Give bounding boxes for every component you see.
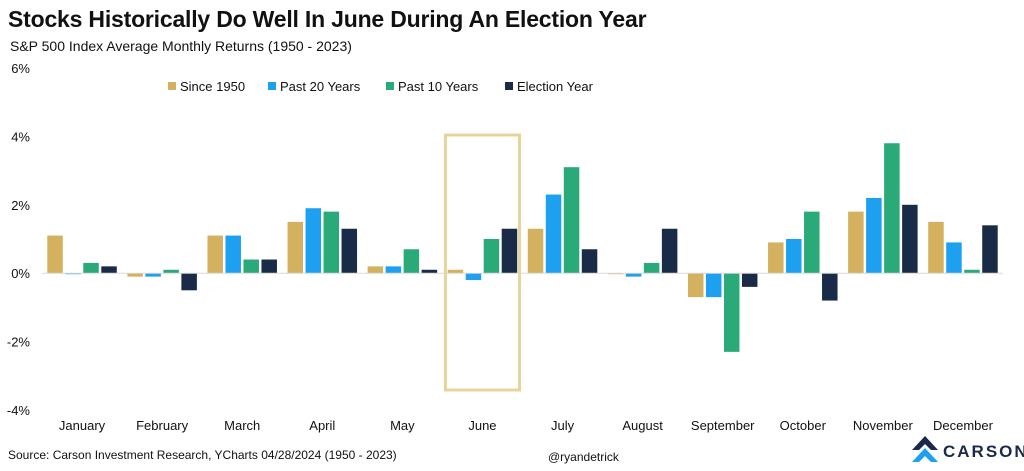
bar-april-election-year (341, 228, 358, 274)
june-highlight-box (443, 133, 521, 392)
bar-august-election-year (661, 228, 678, 274)
bar-february-election-year (181, 273, 197, 291)
bar-november-past-20-years (866, 197, 882, 274)
x-tick-label: April (309, 418, 335, 433)
bar-august-past-20-years (625, 273, 642, 277)
x-tick-label: August (622, 418, 663, 433)
legend-swatch (505, 82, 513, 90)
legend-label: Past 10 Years (398, 79, 479, 94)
logo-wordmark: CARSON (943, 442, 1024, 461)
bar-july-past-20-years (545, 194, 562, 274)
x-tick-label: December (933, 418, 994, 433)
bar-may-election-year (421, 269, 438, 274)
legend-label: Past 20 Years (280, 79, 361, 94)
bar-december-since-1950 (928, 221, 944, 274)
carson-logo: CARSON (912, 435, 1024, 467)
bar-july-since-1950 (527, 228, 544, 274)
bar-july-election-year (581, 249, 598, 274)
bar-january-past-10-years (83, 262, 99, 274)
y-tick-label: 4% (11, 129, 30, 144)
bar-april-past-10-years (323, 211, 340, 274)
bar-september-past-20-years (705, 273, 722, 298)
legend: Since 1950 Past 20 Years Past 10 Years Elec… (168, 79, 594, 94)
bar-october-election-year (822, 273, 838, 301)
x-tick-label: March (224, 418, 260, 433)
x-tick-label: October (780, 418, 827, 433)
bar-february-since-1950 (127, 273, 143, 277)
x-tick-label: June (468, 418, 496, 433)
carson-arrow-logo-icon (912, 436, 938, 462)
bar-january-since-1950 (47, 235, 63, 274)
bar-june-election-year (501, 228, 518, 274)
x-tick-label: May (390, 418, 415, 433)
bar-december-past-10-years (964, 269, 980, 274)
x-tick-label: September (691, 418, 755, 433)
legend-label: Since 1950 (180, 79, 245, 94)
x-tick-label: January (59, 418, 106, 433)
bar-may-past-20-years (385, 266, 402, 274)
bar-march-past-10-years (243, 259, 259, 274)
x-tick-label: July (551, 418, 575, 433)
bar-october-since-1950 (768, 242, 784, 274)
source-note: Source: Carson Investment Research, YCha… (8, 448, 397, 462)
bar-august-past-10-years (643, 262, 660, 274)
bar-november-election-year (902, 204, 918, 274)
bar-march-since-1950 (207, 235, 223, 274)
bar-october-past-20-years (786, 239, 802, 274)
y-tick-label: 2% (11, 198, 30, 213)
bar-september-since-1950 (687, 273, 704, 298)
x-tick-label: February (136, 418, 189, 433)
bar-april-past-20-years (305, 208, 322, 274)
y-tick-label: 0% (11, 266, 30, 281)
bar-june-past-10-years (483, 239, 500, 274)
bar-february-past-20-years (145, 273, 161, 277)
bar-december-election-year (982, 225, 998, 274)
legend-swatch (386, 82, 394, 90)
bar-may-since-1950 (367, 266, 384, 274)
legend-label: Election Year (517, 79, 594, 94)
legend-swatch (268, 82, 276, 90)
bar-march-election-year (261, 259, 277, 274)
bar-may-past-10-years (403, 249, 420, 274)
legend-swatch (168, 82, 176, 90)
bar-october-past-10-years (804, 211, 820, 274)
y-tick-label: -4% (7, 403, 31, 418)
bar-june-past-20-years (465, 273, 482, 281)
x-tick-label: November (853, 418, 914, 433)
x-axis: January February March April May June July Augu… (59, 418, 994, 433)
bar-june-since-1950 (447, 269, 464, 274)
author-handle: @ryandetrick (548, 450, 619, 464)
y-tick-label: 6% (11, 61, 30, 76)
chart-subtitle: S&P 500 Index Average Monthly Returns (1… (10, 38, 352, 54)
bar-january-election-year (101, 266, 117, 274)
bar-april-since-1950 (287, 221, 304, 274)
chart-title: Stocks Historically Do Well In June Duri… (8, 6, 647, 32)
bar-september-past-10-years (723, 273, 740, 352)
bar-september-election-year (741, 273, 758, 287)
bar-february-past-10-years (163, 269, 179, 274)
bar-december-past-20-years (946, 242, 962, 274)
bar-november-since-1950 (848, 211, 864, 274)
bar-july-past-10-years (563, 167, 580, 274)
bar-march-past-20-years (225, 235, 241, 274)
bar-november-past-10-years (884, 143, 900, 274)
bars-group (47, 143, 998, 352)
y-axis: 6% 4% 2% 0% -2% -4% (7, 61, 31, 418)
y-tick-label: -2% (7, 335, 31, 350)
